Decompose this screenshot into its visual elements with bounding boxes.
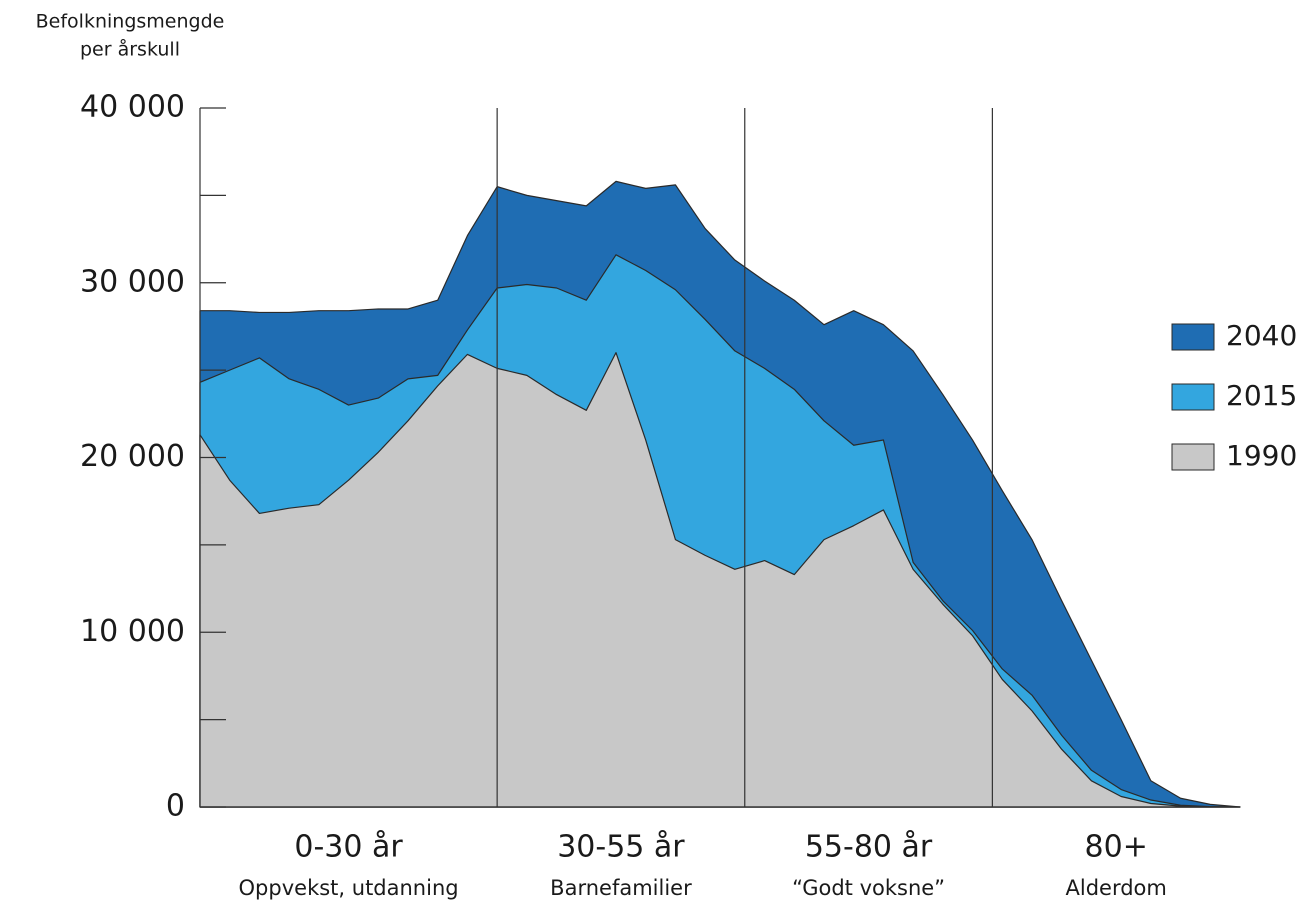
legend-swatch (1171, 443, 1215, 471)
legend-label: 2015 (1226, 379, 1297, 412)
group-sublabel: Oppvekst, utdanning (239, 876, 459, 900)
area (199, 352, 1241, 808)
y-axis-label: per årskull (80, 38, 180, 61)
group-label: 30-55 år (557, 830, 685, 865)
group-sublabel: Alderdom (1066, 876, 1167, 900)
group-label: 0-30 år (294, 830, 403, 865)
y-tick-label: 40 000 (80, 90, 185, 125)
group-sublabel: “Godt voksne” (792, 876, 945, 900)
y-tick-label: 20 000 (80, 439, 185, 474)
y-axis-label: Befolkningsmengde (36, 11, 225, 33)
group-label: 55-80 år (805, 830, 933, 865)
group-label: 80+ (1085, 830, 1148, 865)
legend-label: 2040 (1226, 319, 1297, 352)
legend-swatch (1171, 323, 1215, 351)
y-tick-label: 10 000 (80, 614, 185, 649)
legend-label: 1990 (1226, 439, 1297, 472)
y-tick-label: 30 000 (80, 264, 185, 299)
legend-swatch (1171, 383, 1215, 411)
y-tick-label: 0 (166, 789, 185, 824)
group-sublabel: Barnefamilier (550, 876, 692, 900)
